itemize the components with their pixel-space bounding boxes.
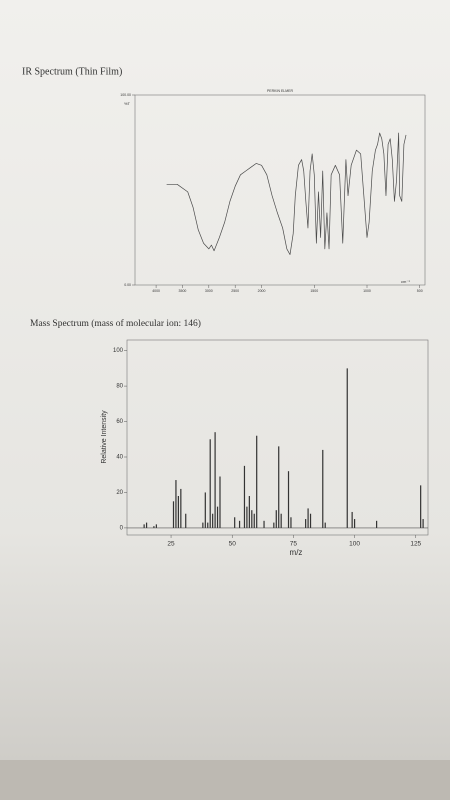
peak (180, 488, 182, 528)
peak (185, 513, 187, 528)
peak (202, 522, 204, 528)
peak (175, 480, 177, 528)
ir-trace (166, 132, 407, 255)
peak (420, 485, 422, 528)
ms-x-label: m/z (290, 548, 303, 557)
ms-title: Mass Spectrum (mass of molecular ion: 14… (30, 318, 201, 329)
peak (204, 492, 206, 528)
peak (346, 368, 348, 528)
ir-title: IR Spectrum (Thin Film) (22, 66, 122, 77)
peak (309, 513, 312, 528)
y-tick-label: 100 (113, 348, 124, 354)
y-tick-label: 0 (120, 525, 124, 531)
x-tick-label: 3000 (205, 289, 213, 293)
x-tick-label: 75 (290, 541, 298, 548)
peak (238, 520, 241, 528)
peak (351, 511, 353, 528)
peak (307, 508, 309, 528)
peak (216, 506, 219, 528)
peak (287, 471, 290, 528)
y-tick-label: 40 (116, 455, 123, 461)
peak (253, 513, 255, 528)
peak (256, 435, 258, 528)
peak (209, 439, 211, 528)
peak (280, 513, 282, 528)
x-tick-label: 25 (167, 541, 175, 548)
peak (207, 522, 209, 528)
x-tick-label: 1500 (310, 289, 318, 293)
y-tick-label: 0.00 (124, 283, 131, 287)
peak (246, 506, 248, 528)
x-tick-label: 100 (349, 541, 360, 548)
y-tick-label: 60 (116, 419, 123, 425)
peak (322, 449, 324, 528)
peak (273, 522, 275, 528)
ir-frame (134, 94, 426, 286)
table-surface (0, 760, 450, 800)
peak (290, 517, 292, 528)
peak (214, 432, 216, 528)
peak (376, 520, 378, 528)
x-tick-label: 3500 (179, 289, 187, 293)
y-tick-label: 100.00 (120, 93, 131, 97)
x-tick-label: 4000 (152, 289, 160, 293)
y-tick-label: 80 (116, 384, 123, 390)
y-tick-label: 20 (116, 490, 123, 496)
ms-frame (126, 339, 429, 536)
peak (275, 510, 277, 528)
x-tick-label: 125 (410, 541, 421, 548)
peak (177, 496, 179, 528)
peak (153, 526, 155, 528)
peak (248, 496, 250, 528)
peak (243, 465, 246, 528)
x-tick-label: 50 (229, 541, 237, 548)
x-tick-label: 500 (417, 289, 423, 293)
peak (353, 519, 356, 528)
peak (324, 522, 326, 528)
ir-x-label: cm⁻¹ (401, 279, 410, 284)
x-tick-label: 2500 (231, 289, 239, 293)
peak (212, 513, 214, 528)
peak (145, 522, 148, 528)
paper (0, 0, 450, 760)
ir-brand: PERKIN ELMER (267, 89, 294, 93)
peak (263, 520, 265, 528)
peak (172, 501, 175, 528)
peak (143, 524, 145, 528)
ms-y-label: Relative Intensity (101, 410, 108, 464)
peak (422, 519, 424, 528)
x-tick-label: 1000 (363, 289, 371, 293)
peak (219, 476, 221, 528)
peak (251, 510, 253, 528)
x-tick-label: 2000 (258, 289, 266, 293)
ir-y-label: %T (124, 101, 131, 106)
peak (234, 517, 236, 528)
peak (278, 446, 280, 528)
peak (305, 519, 307, 528)
peak (155, 524, 157, 528)
